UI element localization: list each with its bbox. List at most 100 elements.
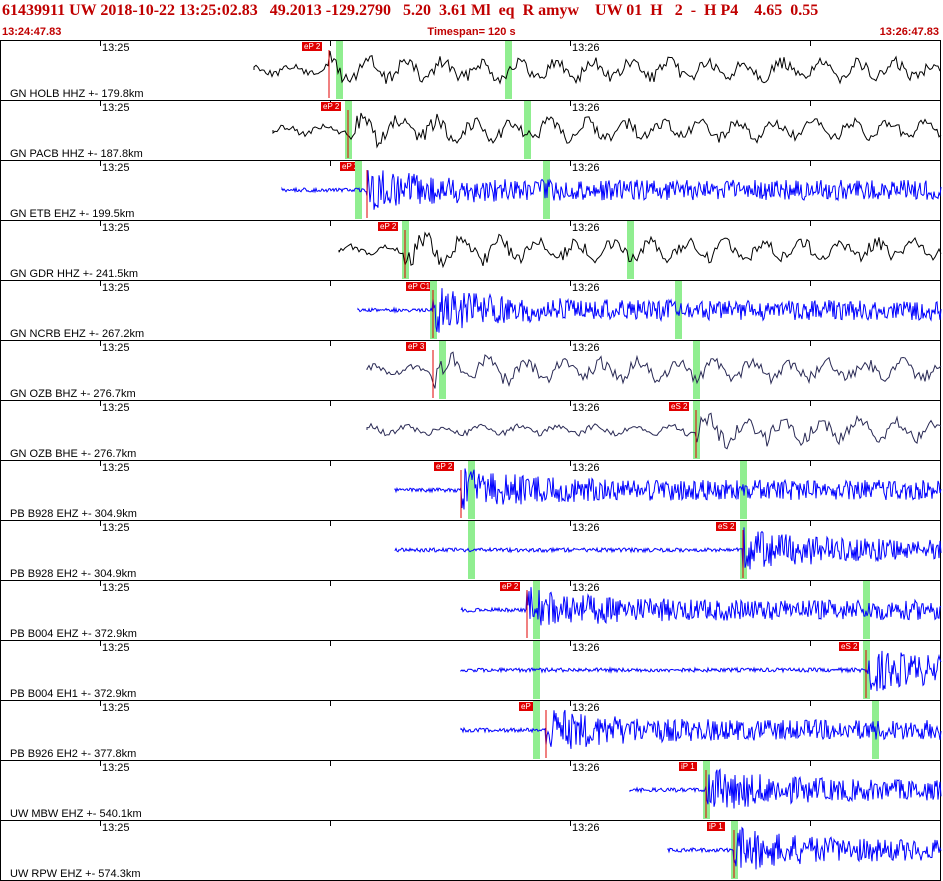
time-label: 13:25 — [102, 42, 130, 54]
time-tick — [330, 161, 331, 166]
time-label: 13:26 — [572, 42, 600, 54]
phase-pick-flag[interactable]: eP 2 — [519, 702, 540, 711]
channel-label: PB B004 EH1 +- 372.9km — [10, 688, 137, 700]
arrival-window — [468, 461, 475, 519]
time-tick — [100, 401, 101, 406]
time-label: 13:26 — [572, 402, 600, 414]
arrival-window — [468, 521, 475, 579]
time-tick — [330, 41, 331, 46]
channel-label: PB B928 EHZ +- 304.9km — [10, 508, 137, 520]
time-tick — [100, 461, 101, 466]
phase-pick-flag[interactable]: eS 2 — [669, 402, 690, 411]
time-tick — [100, 821, 101, 826]
time-tick — [570, 821, 571, 826]
time-label: 13:26 — [572, 702, 600, 714]
channel-label: GN HOLB HHZ +- 179.8km — [10, 88, 144, 100]
channel-label: UW MBW EHZ +- 540.1km — [10, 808, 142, 820]
time-tick — [810, 821, 811, 826]
time-tick — [810, 281, 811, 286]
time-tick — [330, 221, 331, 226]
seismogram-trace — [460, 650, 942, 692]
time-tick — [570, 521, 571, 526]
arrival-window — [627, 221, 634, 279]
channel-label: UW RPW EHZ +- 574.3km — [10, 868, 141, 880]
time-tick — [330, 341, 331, 346]
time-tick — [570, 641, 571, 646]
phase-pick-flag[interactable]: eP 3 — [406, 342, 427, 351]
time-tick — [570, 161, 571, 166]
channel-label: PB B928 EH2 +- 304.9km — [10, 568, 137, 580]
time-tick — [330, 701, 331, 706]
channel-label: GN ETB EHZ +- 199.5km — [10, 208, 135, 220]
channel-label: GN NCRB EHZ +- 267.2km — [10, 328, 145, 340]
seismogram-trace — [253, 51, 941, 85]
time-tick — [100, 521, 101, 526]
time-label: 13:26 — [572, 222, 600, 234]
time-tick — [100, 701, 101, 706]
time-tick — [100, 581, 101, 586]
start-time: 13:24:47.83 — [2, 26, 62, 38]
time-label: 13:25 — [102, 582, 130, 594]
seismogram-trace — [460, 709, 942, 749]
seismogram-trace — [394, 468, 942, 510]
phase-pick-flag[interactable]: eS 2 — [716, 522, 737, 531]
time-tick — [810, 41, 811, 46]
phase-pick-flag[interactable]: iP 1 — [707, 822, 725, 831]
phase-pick-flag[interactable]: eP 2 — [340, 162, 361, 171]
time-tick — [570, 761, 571, 766]
time-tick — [330, 761, 331, 766]
channel-label: GN OZB BHE +- 276.7km — [10, 448, 137, 460]
phase-pick-flag[interactable]: eP 2 — [378, 222, 399, 231]
phase-pick-flag[interactable]: eP 2 — [434, 462, 455, 471]
seismogram-trace — [629, 768, 942, 809]
time-tick — [100, 761, 101, 766]
time-label: 13:25 — [102, 402, 130, 414]
time-tick — [570, 101, 571, 106]
time-tick — [330, 821, 331, 826]
time-tick — [570, 41, 571, 46]
time-label: 13:26 — [572, 162, 600, 174]
time-tick — [570, 401, 571, 406]
phase-pick-flag[interactable]: eS 2 — [839, 642, 860, 651]
time-tick — [100, 281, 101, 286]
channel-label: GN GDR HHZ +- 241.5km — [10, 268, 139, 280]
phase-pick-flag[interactable]: eP C1 — [406, 282, 433, 291]
phase-pick-flag[interactable]: iP 1 — [679, 762, 697, 771]
time-tick — [330, 461, 331, 466]
arrival-window — [693, 341, 700, 399]
seismogram-trace — [394, 527, 942, 570]
time-label: 13:26 — [572, 102, 600, 114]
time-tick — [570, 461, 571, 466]
arrival-window — [675, 281, 682, 339]
seismogram-trace — [357, 288, 942, 333]
time-tick — [330, 581, 331, 586]
time-label: 13:25 — [102, 282, 130, 294]
time-tick — [100, 221, 101, 226]
time-tick — [810, 461, 811, 466]
time-label: 13:25 — [102, 762, 130, 774]
time-label: 13:25 — [102, 222, 130, 234]
time-tick — [330, 401, 331, 406]
timespan: Timespan= 120 s — [427, 26, 516, 38]
time-tick — [570, 341, 571, 346]
phase-pick-flag[interactable]: eP 2 — [321, 102, 342, 111]
time-label: 13:26 — [572, 822, 600, 834]
time-tick — [570, 281, 571, 286]
arrival-window — [533, 641, 540, 699]
seismogram-trace — [460, 587, 942, 626]
phase-pick-flag[interactable]: eP 2 — [500, 582, 521, 591]
channel-label: GN PACB HHZ +- 187.8km — [10, 148, 143, 160]
channel-label: GN OZB BHZ +- 276.7km — [10, 388, 136, 400]
arrival-window — [863, 581, 870, 639]
phase-pick-flag[interactable]: eP 2 — [302, 42, 323, 51]
seismogram-trace — [366, 412, 942, 450]
time-tick — [100, 161, 101, 166]
seismogram-trace — [667, 826, 942, 870]
time-tick — [810, 521, 811, 526]
seismogram-trace — [338, 231, 942, 269]
time-label: 13:26 — [572, 462, 600, 474]
time-tick — [810, 101, 811, 106]
event-header: 61439911 UW 2018-10-22 13:25:02.83 49.20… — [0, 0, 943, 40]
time-tick — [810, 581, 811, 586]
end-time: 13:26:47.83 — [879, 26, 939, 38]
